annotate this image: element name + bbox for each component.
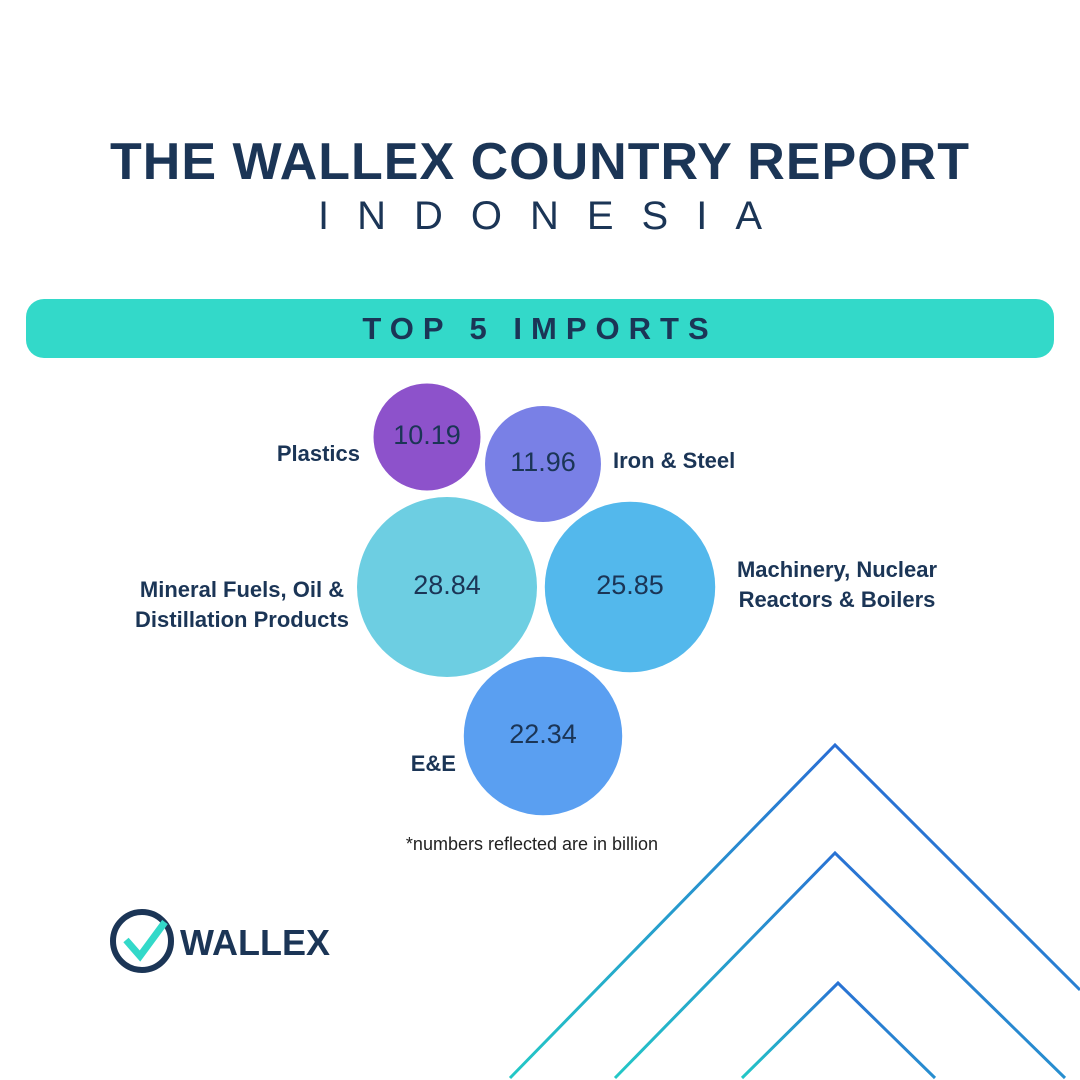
brand: WALLEX — [180, 922, 330, 963]
subtitle: INDONESIA — [317, 194, 791, 238]
bubble — [463, 656, 623, 816]
bubble — [485, 406, 601, 522]
value-label: 22.34 — [509, 719, 577, 749]
value-label: 25.85 — [596, 570, 664, 600]
section-title: TOP 5 IMPORTS — [26, 299, 1054, 358]
bubble — [544, 501, 716, 673]
category-label: Plastics — [276, 441, 360, 466]
value-label: 28.84 — [413, 570, 481, 600]
category-label: E&E — [410, 751, 456, 776]
logo-icon — [110, 909, 174, 973]
bubble — [356, 496, 538, 678]
category-label: Iron & Steel — [613, 448, 736, 473]
category-label: Mineral Fuels, Oil & Distillation Produc… — [135, 577, 349, 632]
value-label: 10.19 — [393, 420, 461, 450]
category-label: Machinery, Nuclear Reactors & Boilers — [736, 557, 938, 612]
bubble — [373, 383, 481, 491]
decoration — [508, 742, 1080, 1080]
value-label: 11.96 — [510, 447, 576, 477]
title: THE WALLEX COUNTRY REPORT — [110, 133, 970, 191]
footnote: *numbers reflected are in billion — [405, 834, 659, 854]
